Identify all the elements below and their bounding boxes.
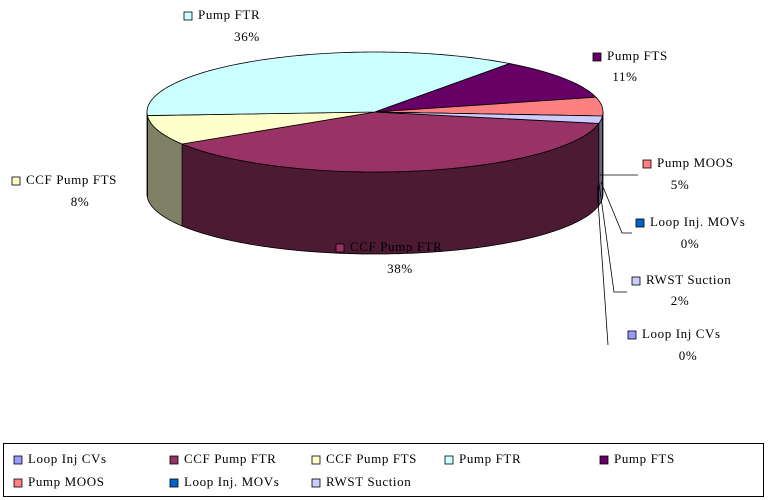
slice-label: Pump MOOS [657,155,734,170]
value-label: 5% [671,177,690,192]
label-key [642,159,652,169]
value-label: 38% [387,261,413,276]
slice-label: Loop Inj CVs [642,326,721,341]
leader-line [600,181,632,234]
label-key [631,276,641,286]
slice-label: Loop Inj. MOVs [650,214,745,229]
legend-label: RWST Suction [326,474,411,489]
value-label: 8% [71,194,90,209]
slice [374,63,597,113]
slice-side [598,115,603,207]
label-key [335,243,345,253]
slice [146,111,376,145]
slice-label: CCF Pump FTR [350,239,442,254]
legend-key [599,455,609,465]
value-label: 36% [234,29,260,44]
value-label: 2% [671,293,690,308]
legend-label: Pump MOOS [28,474,105,489]
leader-line [598,182,627,293]
slice-label: CCF Pump FTS [26,172,117,187]
legend-key [13,455,23,465]
label-key [11,176,21,186]
label-key [635,218,645,228]
legend-label: Pump FTR [459,451,521,466]
label-key [592,52,602,62]
legend-key [311,478,321,488]
legend-box [3,443,764,497]
legend-key [169,478,179,488]
legend-label: Loop Inj CVs [28,451,107,466]
legend-label: CCF Pump FTS [326,451,417,466]
legend-key [311,455,321,465]
slice-label: RWST Suction [646,272,731,287]
legend-key [13,478,23,488]
value-label: 0% [679,348,698,363]
legend-key [169,455,179,465]
value-label: 11% [612,69,637,84]
legend-label: CCF Pump FTR [184,451,276,466]
legend-key [444,455,454,465]
slice [374,96,604,117]
slice-label: Pump FTS [607,48,668,63]
slice-label: Pump FTR [198,7,260,22]
legend-label: Pump FTS [614,451,675,466]
leader-line [596,185,609,346]
label-key [183,11,193,21]
label-key [627,330,637,340]
slice [146,51,512,116]
value-label: 0% [681,236,700,251]
slice [374,111,604,124]
legend-label: Loop Inj. MOVs [184,474,279,489]
